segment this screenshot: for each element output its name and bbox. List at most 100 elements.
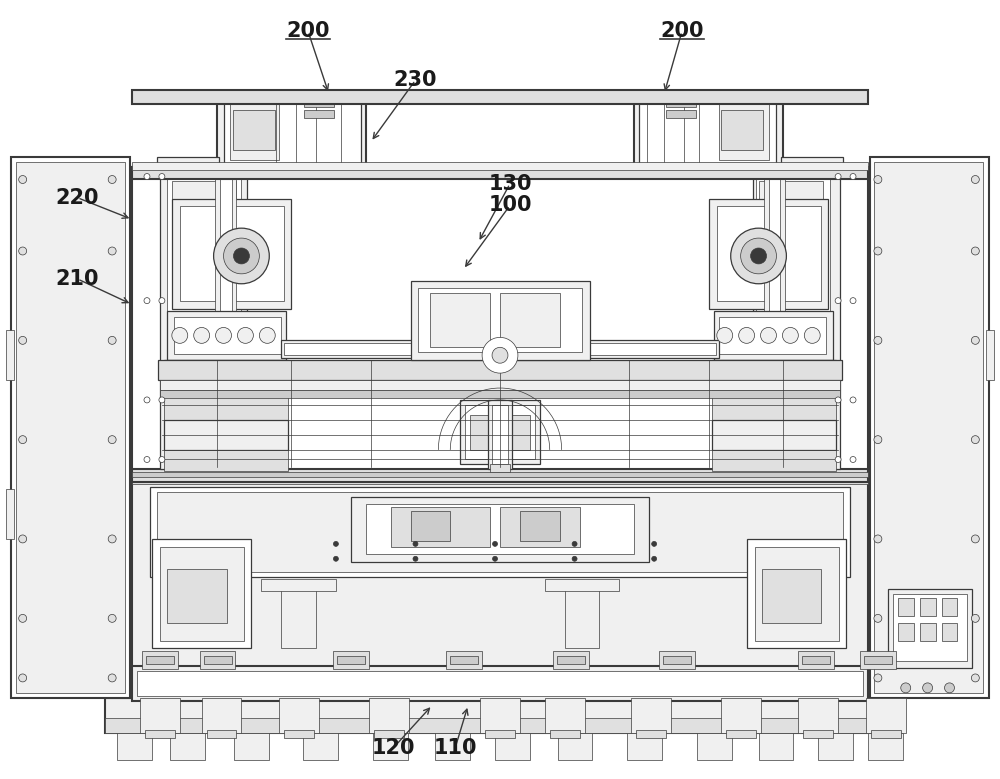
Bar — [157, 492, 843, 572]
Bar — [220, 171, 232, 351]
Bar — [500, 293, 560, 347]
Bar — [105, 698, 895, 732]
Circle shape — [782, 327, 798, 344]
Circle shape — [159, 456, 165, 463]
Circle shape — [159, 397, 165, 403]
Bar — [798, 651, 834, 669]
Circle shape — [850, 456, 856, 463]
Circle shape — [19, 337, 27, 344]
Bar — [920, 623, 936, 641]
Circle shape — [971, 674, 979, 682]
Circle shape — [971, 247, 979, 255]
Bar — [233, 110, 275, 150]
Circle shape — [144, 174, 150, 179]
Circle shape — [108, 615, 116, 622]
Circle shape — [874, 435, 882, 443]
Bar — [470, 415, 530, 449]
Bar — [781, 167, 843, 177]
Circle shape — [19, 247, 27, 255]
Bar — [798, 698, 838, 732]
Bar — [284, 730, 314, 738]
Circle shape — [19, 535, 27, 543]
Bar — [174, 316, 281, 354]
Circle shape — [923, 683, 933, 693]
Bar — [281, 340, 719, 358]
Bar — [304, 95, 334, 107]
Bar — [157, 157, 219, 168]
Text: 120: 120 — [372, 738, 415, 758]
Circle shape — [108, 247, 116, 255]
Circle shape — [19, 175, 27, 184]
Bar — [480, 698, 520, 732]
Circle shape — [874, 175, 882, 184]
Circle shape — [971, 615, 979, 622]
Circle shape — [237, 327, 253, 344]
Bar — [160, 390, 840, 398]
Bar — [666, 95, 696, 107]
Bar — [942, 623, 957, 641]
Bar — [756, 177, 830, 315]
Bar — [281, 583, 316, 648]
Circle shape — [108, 337, 116, 344]
Text: 130: 130 — [488, 174, 532, 194]
Circle shape — [19, 674, 27, 682]
Bar — [488, 400, 512, 470]
Bar — [465, 405, 535, 460]
Bar — [105, 717, 895, 732]
Circle shape — [492, 347, 508, 363]
Bar — [747, 539, 846, 648]
Bar — [659, 651, 695, 669]
Circle shape — [731, 228, 786, 284]
Bar — [759, 182, 823, 271]
Bar — [333, 651, 369, 669]
Bar — [157, 167, 219, 177]
Bar — [164, 449, 288, 471]
Bar — [132, 161, 868, 170]
Bar — [164, 390, 288, 420]
Bar — [132, 167, 868, 470]
Bar — [666, 110, 696, 118]
Bar — [369, 698, 409, 732]
Circle shape — [172, 327, 188, 344]
Circle shape — [945, 683, 954, 693]
Bar — [719, 102, 768, 160]
Circle shape — [108, 435, 116, 443]
Text: 110: 110 — [434, 738, 477, 758]
Circle shape — [144, 397, 150, 403]
Bar — [435, 732, 470, 760]
Bar — [802, 656, 830, 664]
Circle shape — [144, 298, 150, 304]
Circle shape — [572, 541, 577, 546]
Circle shape — [739, 327, 755, 344]
Bar — [164, 360, 288, 390]
Bar — [888, 589, 972, 668]
Circle shape — [835, 397, 841, 403]
Bar — [202, 698, 241, 732]
Bar — [446, 651, 482, 669]
Circle shape — [751, 248, 767, 264]
Bar — [217, 92, 366, 171]
Bar — [132, 666, 868, 701]
Bar — [11, 157, 130, 698]
Bar — [303, 732, 338, 760]
Bar — [545, 698, 585, 732]
Bar — [874, 161, 983, 693]
Circle shape — [971, 535, 979, 543]
Bar — [986, 330, 994, 380]
Circle shape — [741, 238, 776, 274]
Circle shape — [413, 556, 418, 561]
Bar — [803, 730, 833, 738]
Bar — [719, 316, 826, 354]
Bar — [721, 698, 761, 732]
Bar — [261, 579, 336, 590]
Bar — [864, 656, 892, 664]
Circle shape — [652, 541, 657, 546]
Bar — [663, 656, 691, 664]
Bar — [132, 90, 868, 104]
Bar — [411, 511, 450, 541]
Circle shape — [144, 456, 150, 463]
Bar — [898, 623, 914, 641]
Bar — [145, 730, 175, 738]
Bar — [304, 110, 334, 118]
Bar — [712, 360, 836, 390]
